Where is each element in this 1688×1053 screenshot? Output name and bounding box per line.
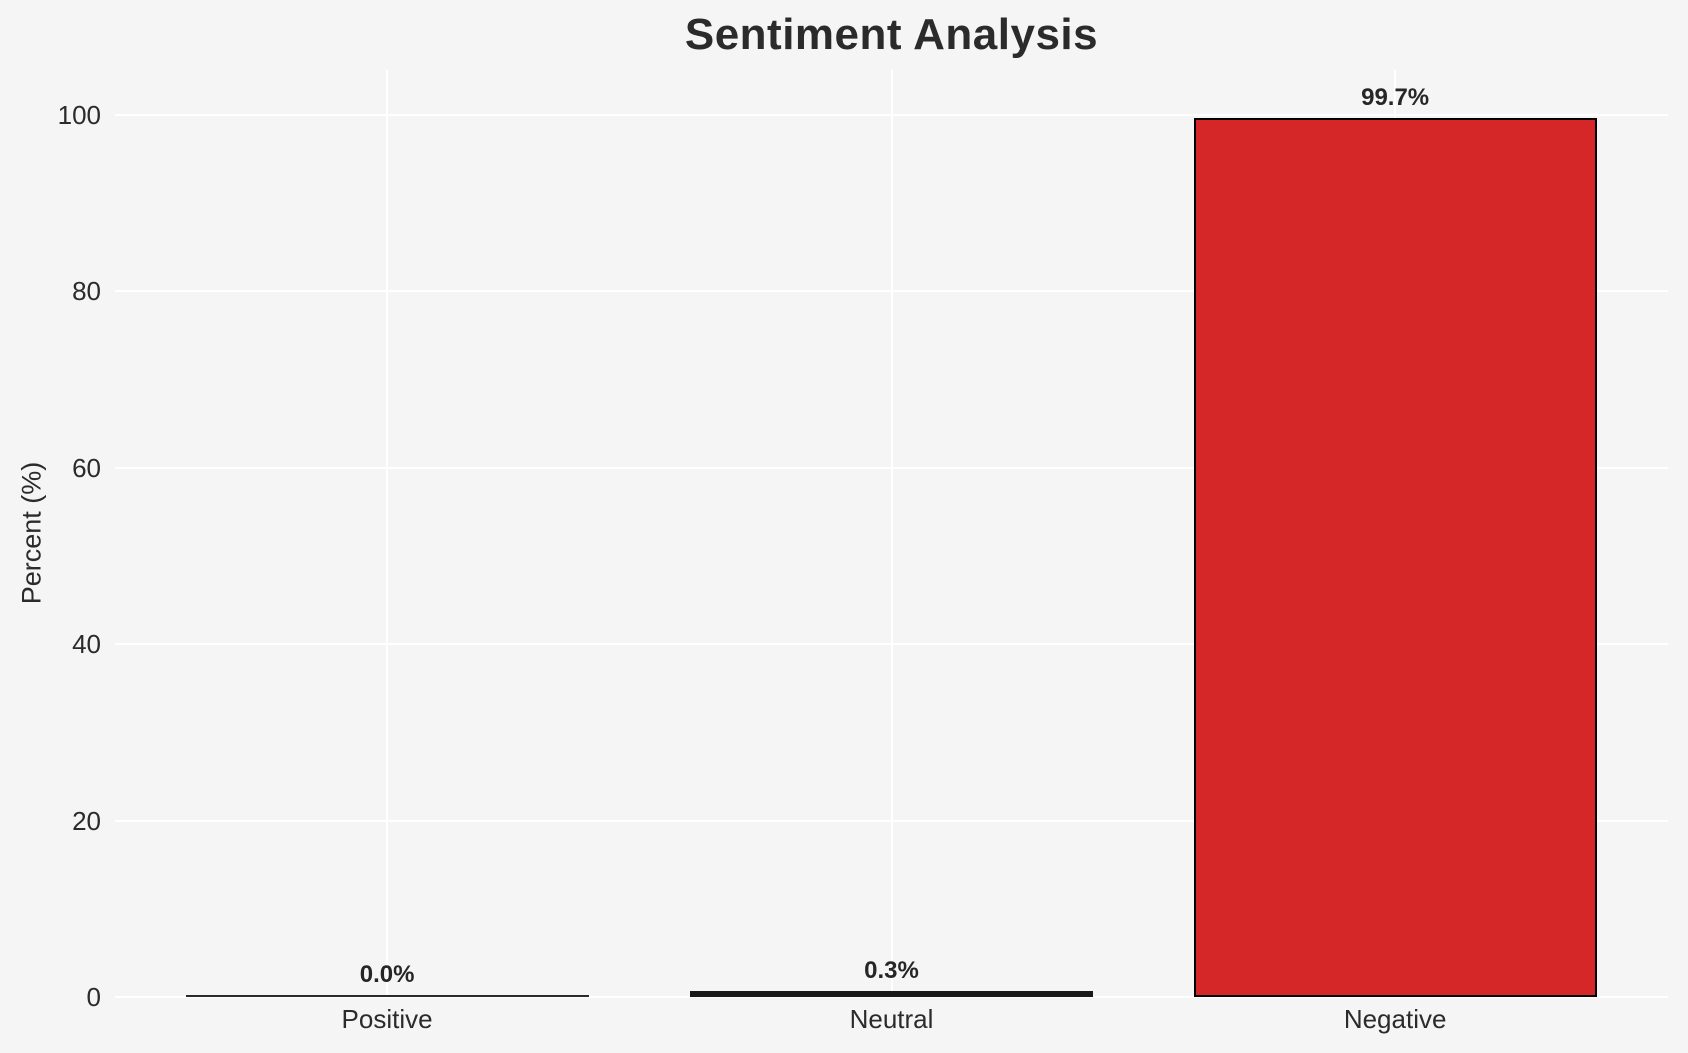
gridline-horizontal [115,996,1668,998]
bar-neutral [689,990,1093,997]
y-tick-label: 80 [72,276,101,307]
gridline-vertical [890,70,893,997]
chart-title: Sentiment Analysis [684,10,1099,59]
bar-positive [185,995,589,997]
category-label-positive: Positive [341,1004,433,1034]
gridline-vertical [386,70,389,997]
value-label-neutral: 0.3% [864,956,919,984]
y-tick-label: 100 [57,100,101,130]
value-label-positive: 0.0% [359,961,415,988]
y-tick-label: 60 [72,452,101,483]
y-axis-label: Percent (%) [16,461,47,605]
plot-area: 0 20 40 60 80 100 0.0% Positive 0.3% Neutral 99.7%… [58,70,1668,1032]
bar-negative [1193,117,1597,997]
value-label-negative: 99.7% [1361,83,1430,111]
y-tick-label: 0 [86,982,101,1012]
category-label-negative: Negative [1343,1004,1447,1034]
y-tick-label: 20 [72,805,101,836]
y-tick-label: 40 [72,629,101,660]
category-label-neutral: Neutral [849,1004,934,1034]
